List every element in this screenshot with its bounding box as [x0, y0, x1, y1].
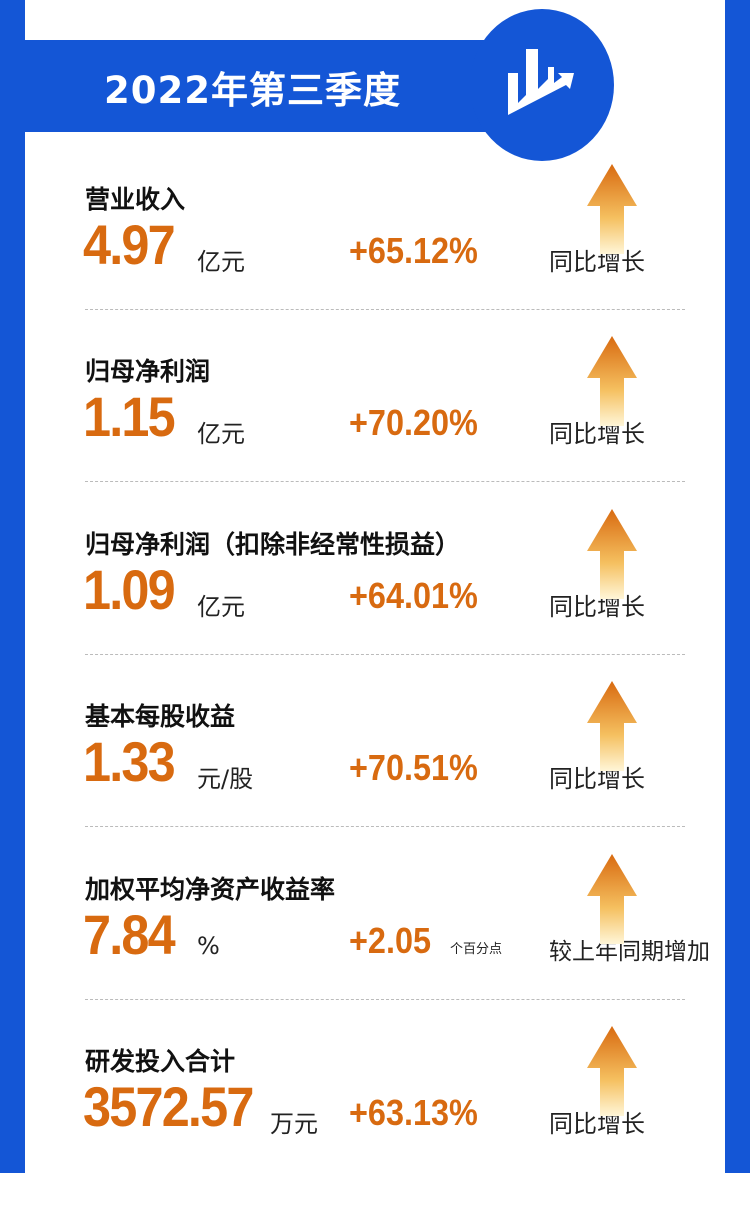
- up-arrow-icon: [587, 336, 637, 426]
- metric-unit: 元/股: [197, 765, 254, 793]
- metric-value: 1.15: [83, 385, 176, 448]
- metric-note: 同比增长: [549, 765, 645, 793]
- metric-note: 较上年同期增加: [549, 939, 710, 965]
- metric-note: 同比增长: [549, 248, 645, 276]
- metric-change: +65.12%: [349, 230, 478, 271]
- divider: [85, 654, 685, 655]
- metric-unit: 万元: [270, 1110, 318, 1138]
- right-border: [725, 0, 750, 1173]
- metric-unit: 亿元: [197, 248, 245, 276]
- divider: [85, 826, 685, 827]
- header-circle: [470, 9, 614, 161]
- metric-label: 基本每股收益: [85, 702, 236, 731]
- divider: [85, 999, 685, 1000]
- metric-change: +2.05: [349, 920, 431, 961]
- metric-note: 同比增长: [549, 593, 645, 621]
- up-arrow-icon: [587, 509, 637, 599]
- metric-section: 营业收入 4.97 亿元 +65.12% 同比增长: [25, 164, 725, 352]
- header-bar: [25, 40, 505, 132]
- up-arrow-icon: [587, 164, 637, 254]
- metric-change: +70.20%: [349, 402, 478, 443]
- up-arrow-icon: [587, 681, 637, 771]
- metric-section: 归母净利润 1.15 亿元 +70.20% 同比增长: [25, 336, 725, 524]
- metric-label: 营业收入: [85, 185, 186, 214]
- metric-value: 1.33: [83, 730, 176, 793]
- metric-unit: %: [197, 932, 220, 960]
- metric-unit: 亿元: [197, 593, 245, 621]
- metric-value: 4.97: [83, 213, 176, 276]
- divider: [85, 309, 685, 310]
- left-border: [0, 0, 25, 1173]
- metric-value: 1.09: [83, 558, 176, 621]
- metric-section: 基本每股收益 1.33 元/股 +70.51% 同比增长: [25, 681, 725, 869]
- up-arrow-icon: [587, 1026, 637, 1116]
- metric-change: +63.13%: [349, 1092, 478, 1133]
- metric-section: 归母净利润（扣除非经常性损益） 1.09 亿元 +64.01% 同比增长: [25, 509, 725, 697]
- divider: [85, 481, 685, 482]
- metric-section: 加权平均净资产收益率 7.84 % +2.05 个百分点 较上年同期增加: [25, 854, 725, 1042]
- metric-label: 归母净利润（扣除非经常性损益）: [85, 530, 461, 559]
- metric-section: 研发投入合计 3572.57 万元 +63.13% 同比增长: [25, 1026, 725, 1214]
- metric-label: 加权平均净资产收益率: [85, 875, 336, 904]
- metric-label: 归母净利润: [85, 357, 211, 386]
- change-unit: 个百分点: [450, 942, 503, 957]
- metric-value: 7.84: [83, 903, 176, 966]
- bar-chart-up-icon: [508, 49, 574, 115]
- up-arrow-icon: [587, 854, 637, 944]
- metric-change: +70.51%: [349, 747, 478, 788]
- metric-label: 研发投入合计: [85, 1047, 236, 1076]
- metric-change: +64.01%: [349, 575, 478, 616]
- metric-note: 同比增长: [549, 420, 645, 448]
- metric-note: 同比增长: [549, 1110, 645, 1138]
- metric-value: 3572.57: [83, 1075, 254, 1138]
- page-title: 2022年第三季度: [104, 69, 401, 112]
- metric-unit: 亿元: [197, 420, 245, 448]
